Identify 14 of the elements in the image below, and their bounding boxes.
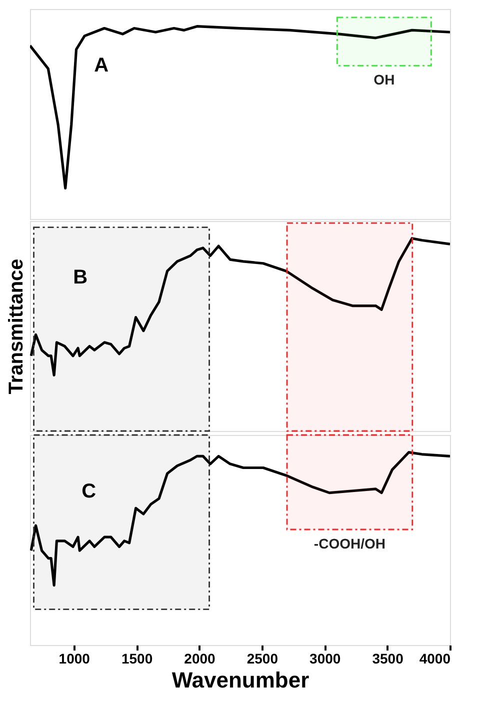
x-tick-label: 2000	[184, 650, 216, 666]
band-label: -COOH/OH	[314, 536, 386, 552]
y-axis-title: Transmittance	[6, 258, 28, 394]
annotation: B	[73, 266, 88, 289]
x-tick-label: 4000	[419, 650, 451, 666]
x-tick-label: 1500	[121, 650, 153, 666]
x-tick-label: 1000	[58, 650, 90, 666]
band-label: OH	[374, 72, 395, 88]
annotation: C	[82, 480, 96, 503]
annotation: A	[94, 54, 109, 77]
x-tick-label: 3500	[372, 650, 404, 666]
x-tick-label: 3000	[310, 650, 341, 666]
x-tick-label: 2500	[246, 650, 278, 666]
x-axis-title: Wavenumber	[172, 668, 310, 692]
